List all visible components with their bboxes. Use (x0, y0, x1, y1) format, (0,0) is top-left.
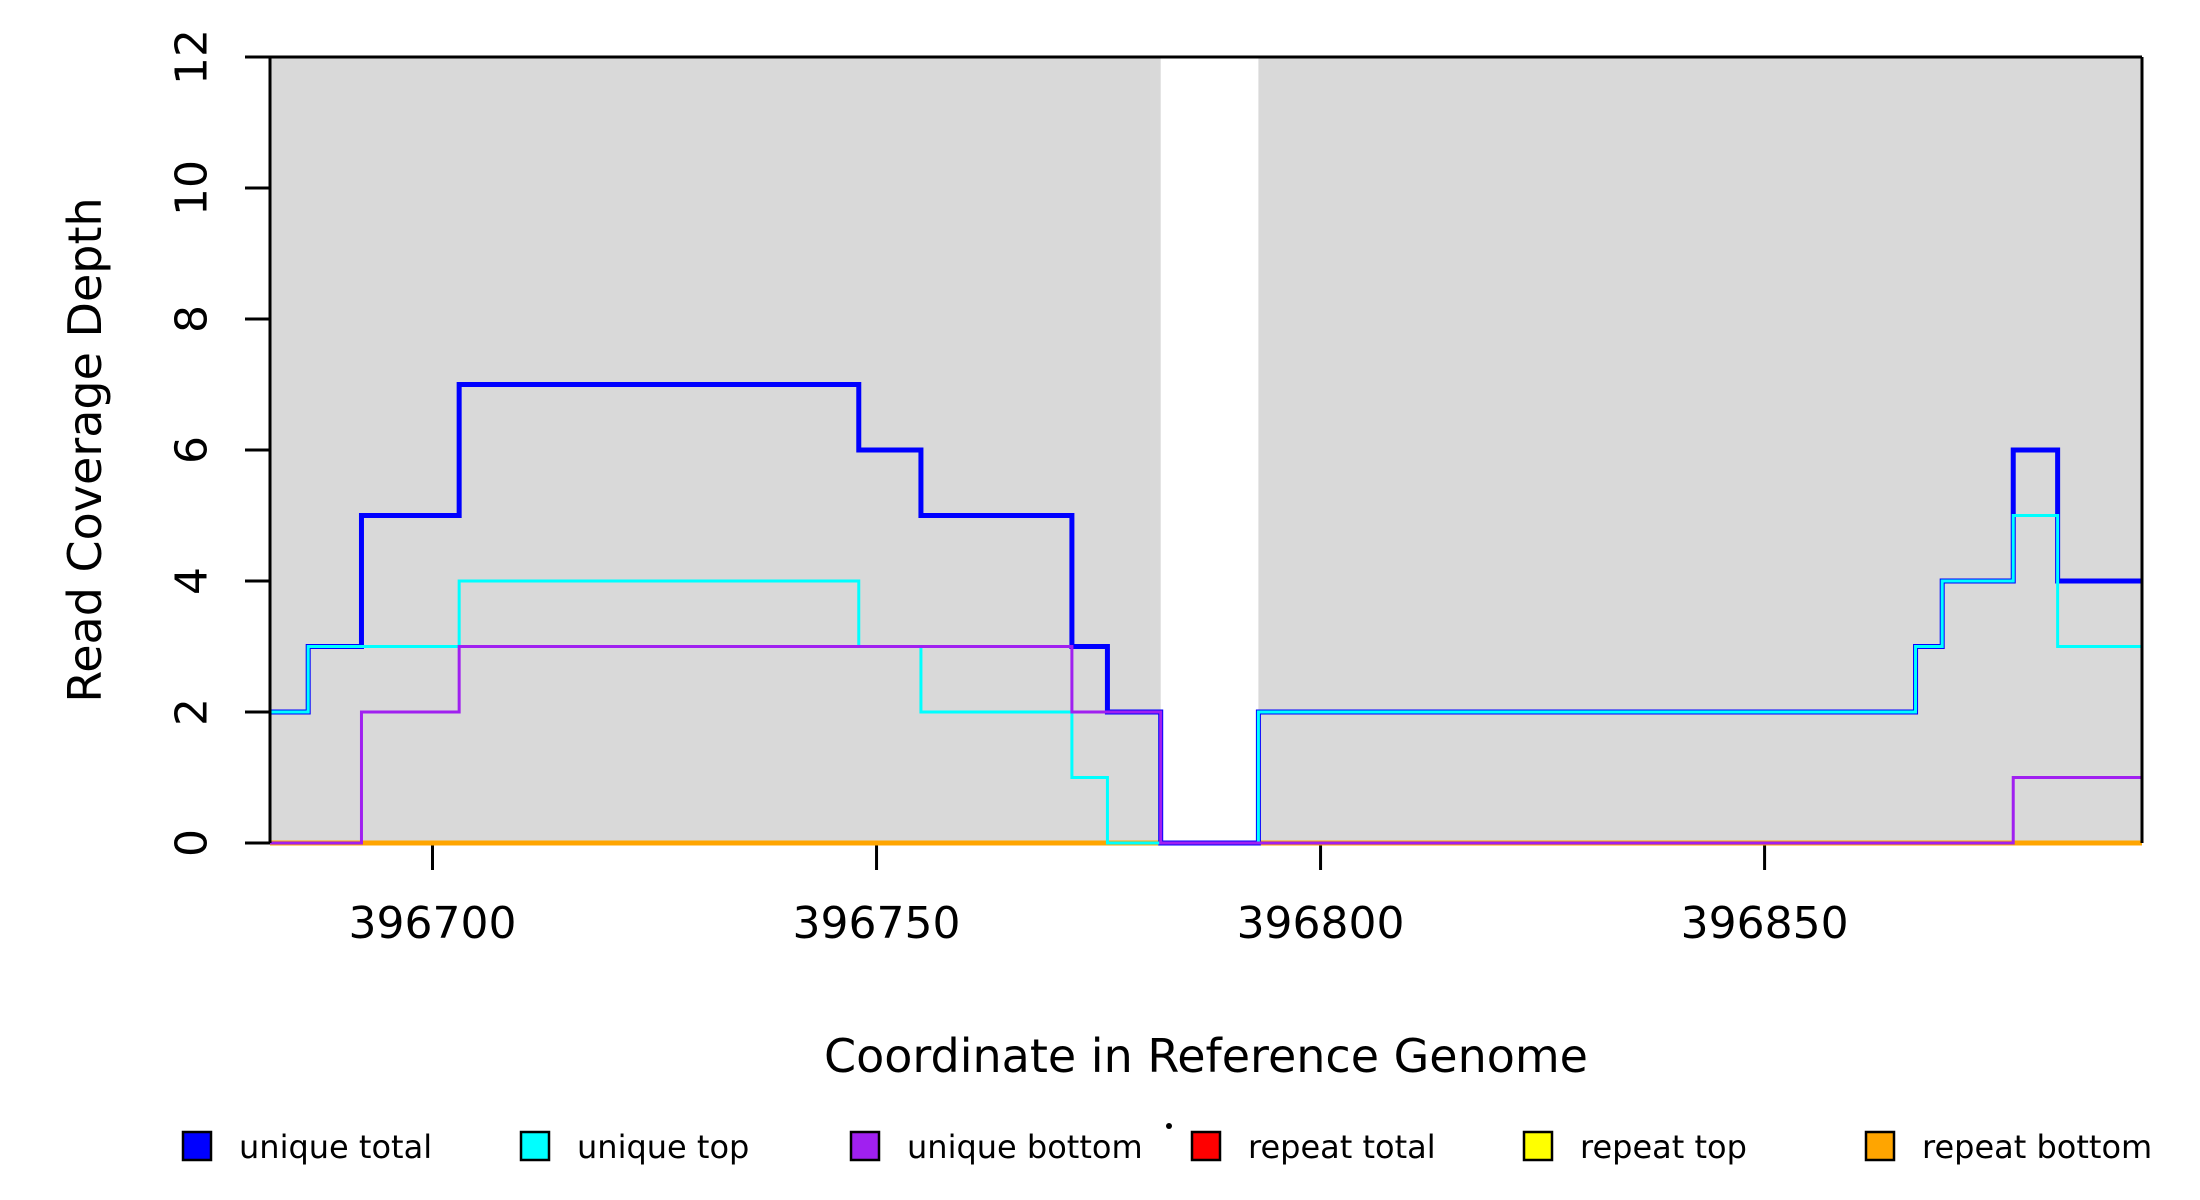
x-axis-title: Coordinate in Reference Genome (824, 1029, 1588, 1083)
legend-label-repeat-total: repeat total (1248, 1128, 1436, 1166)
legend-label-unique-top: unique top (577, 1128, 749, 1166)
shaded-region-0 (270, 57, 1161, 843)
legend: unique total unique top unique bottom repea… (181, 1128, 2152, 1166)
x-tick-label-396700: 396700 (349, 898, 517, 949)
x-tick-label-396850: 396850 (1681, 898, 1849, 949)
y-tick-label-6: 6 (167, 436, 218, 464)
legend-swatch-unique-bottom (849, 1130, 881, 1162)
y-tick-label-0: 0 (167, 829, 218, 857)
legend-swatch-repeat-top (1522, 1130, 1554, 1162)
legend-item-repeat-total: repeat total (1190, 1128, 1436, 1166)
series-layer (270, 382, 2142, 846)
plot-border-layer (268, 55, 2144, 843)
y-axis-title: Read Coverage Depth (58, 197, 112, 702)
contig-shading-layer (270, 57, 2142, 843)
y-tick-label-10: 10 (167, 160, 218, 216)
shaded-region-1 (1258, 57, 2142, 843)
y-tick-label-2: 2 (167, 698, 218, 726)
legend-item-unique-bottom: unique bottom (849, 1128, 1143, 1166)
series-unique-bottom-line (270, 645, 2142, 845)
y-tick-label-8: 8 (167, 305, 218, 333)
artifacts-layer (1166, 1123, 1172, 1129)
y-tick-label-4: 4 (167, 567, 218, 595)
legend-swatch-unique-top (519, 1130, 551, 1162)
y-tick-label-12: 12 (167, 29, 218, 85)
legend-label-unique-bottom: unique bottom (907, 1128, 1143, 1166)
x-tick-label-396800: 396800 (1237, 898, 1405, 949)
legend-swatch-unique-total (181, 1130, 213, 1162)
series-unique-top-line (270, 514, 2142, 845)
legend-label-repeat-bottom: repeat bottom (1922, 1128, 2152, 1166)
legend-item-repeat-top: repeat top (1522, 1128, 1747, 1166)
legend-swatch-repeat-total (1190, 1130, 1222, 1162)
legend-label-repeat-top: repeat top (1580, 1128, 1747, 1166)
x-tick-label-396750: 396750 (793, 898, 961, 949)
stray-dot-artifact (1166, 1123, 1172, 1129)
legend-label-unique-total: unique total (239, 1128, 432, 1166)
legend-swatch-repeat-bottom (1864, 1130, 1896, 1162)
legend-item-unique-total: unique total (181, 1128, 432, 1166)
legend-item-unique-top: unique top (519, 1128, 749, 1166)
legend-item-repeat-bottom: repeat bottom (1864, 1128, 2152, 1166)
